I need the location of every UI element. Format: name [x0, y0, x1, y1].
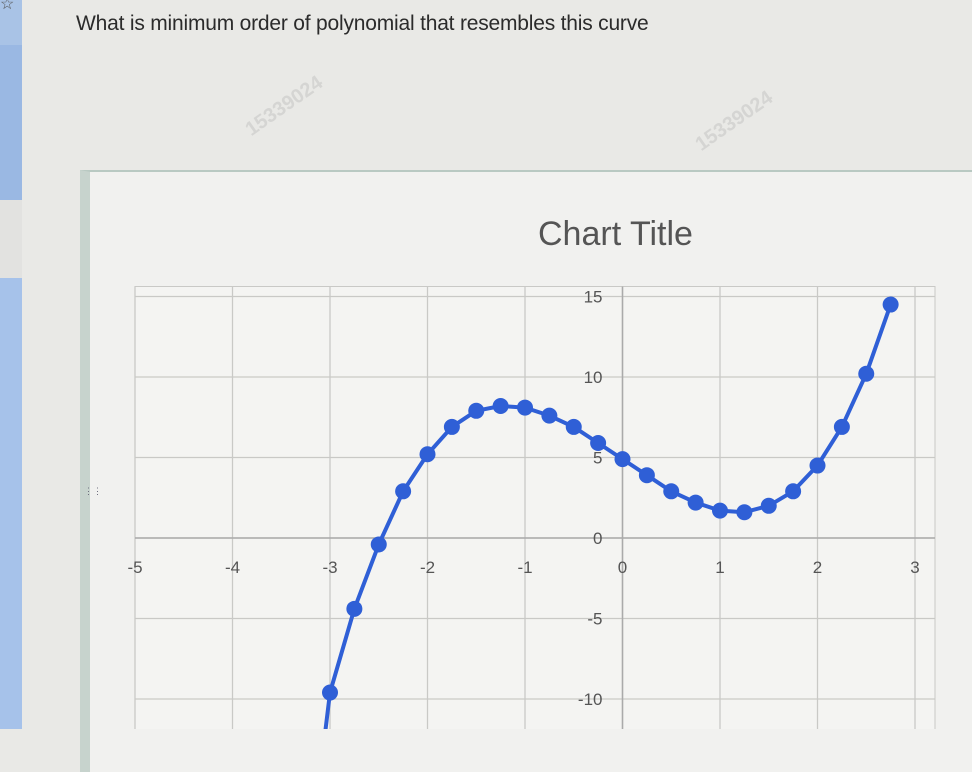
y-tick-label: 0	[593, 529, 602, 548]
y-tick-label: -5	[587, 610, 602, 629]
y-tick-label: 10	[584, 368, 603, 387]
resize-handle-icon[interactable]: ⋮⋮	[84, 486, 102, 496]
data-point	[760, 497, 777, 514]
data-point	[712, 502, 728, 519]
data-point	[468, 402, 485, 419]
data-point	[833, 418, 850, 435]
data-point	[590, 435, 607, 452]
x-tick-label: 3	[910, 558, 919, 577]
left-sidebar	[0, 0, 22, 729]
data-point	[785, 483, 802, 500]
data-point	[395, 483, 412, 500]
data-point	[370, 536, 387, 553]
sidebar-panel	[0, 278, 22, 729]
data-point	[517, 399, 533, 416]
x-tick-label: -2	[420, 558, 435, 577]
data-point	[419, 446, 436, 463]
sidebar-panel	[0, 45, 22, 200]
data-point	[663, 483, 680, 500]
y-tick-label: -10	[578, 690, 603, 709]
sidebar-panel	[0, 200, 22, 278]
x-tick-label: -4	[225, 558, 240, 577]
data-point	[565, 418, 582, 435]
data-point	[882, 296, 899, 313]
bookmark-icon[interactable]: ☆	[0, 0, 15, 13]
x-tick-label: -1	[517, 558, 532, 577]
chart-title[interactable]: Chart Title	[538, 215, 693, 253]
question-text: What is minimum order of polynomial that…	[76, 12, 649, 35]
data-point	[809, 457, 826, 474]
data-point	[687, 494, 704, 511]
data-point	[322, 684, 338, 701]
x-tick-label: 0	[618, 558, 627, 577]
plot-area	[134, 286, 936, 729]
x-tick-label: -5	[127, 558, 142, 577]
data-point	[614, 451, 631, 468]
data-point	[736, 504, 753, 521]
data-point	[443, 418, 460, 435]
data-point	[858, 365, 875, 382]
y-tick-label: 5	[593, 449, 602, 468]
x-tick-label: -3	[322, 558, 337, 577]
x-tick-label: 2	[813, 558, 822, 577]
y-tick-label: 15	[584, 288, 603, 307]
data-point	[541, 407, 558, 424]
data-point	[492, 397, 509, 414]
data-point	[346, 600, 363, 617]
x-tick-label: 1	[715, 558, 724, 577]
data-point	[638, 467, 655, 484]
